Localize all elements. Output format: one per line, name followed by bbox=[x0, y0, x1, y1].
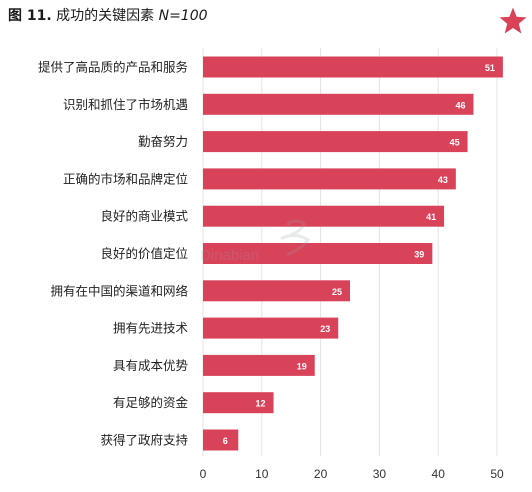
category-label: 正确的市场和品牌定位 bbox=[63, 171, 188, 186]
title-text: 成功的关键因素 bbox=[56, 8, 155, 24]
x-tick-label: 0 bbox=[200, 467, 207, 481]
bar-value-label: 46 bbox=[455, 100, 465, 110]
bar-value-label: 39 bbox=[414, 250, 424, 260]
category-label: 良好的商业模式 bbox=[100, 209, 188, 224]
category-label: 获得了政府支持 bbox=[100, 433, 188, 448]
pink-star-icon bbox=[499, 7, 527, 34]
bar-value-label: 25 bbox=[332, 287, 342, 297]
category-label: 有足够的资金 bbox=[113, 395, 189, 410]
category-label: 拥有先进技术 bbox=[113, 321, 189, 336]
category-label: 勤奋努力 bbox=[138, 134, 188, 149]
x-tick-label: 50 bbox=[490, 467, 504, 481]
watermark-text: Dinabian bbox=[200, 247, 259, 264]
x-axis-ticks: 0 10 20 30 40 50 bbox=[200, 467, 504, 481]
category-label: 识别和抓住了市场机遇 bbox=[63, 97, 188, 112]
bar-value-label: 6 bbox=[223, 436, 228, 446]
bar-value-label: 19 bbox=[297, 361, 307, 371]
bar bbox=[203, 429, 239, 451]
x-tick-label: 10 bbox=[255, 467, 269, 481]
x-tick-label: 40 bbox=[432, 467, 446, 481]
bar-value-label: 41 bbox=[426, 212, 436, 222]
x-tick-label: 20 bbox=[314, 467, 328, 481]
watermark-logo: Dinabian bbox=[200, 219, 311, 264]
bar-value-label: 45 bbox=[450, 138, 460, 148]
bar bbox=[203, 205, 445, 227]
bars: 51 46 45 43 41 39 25 23 19 12 6 bbox=[203, 56, 503, 451]
bar-value-label: 12 bbox=[256, 399, 266, 409]
bar bbox=[203, 354, 315, 376]
bar bbox=[203, 168, 456, 190]
category-label: 提供了高品质的产品和服务 bbox=[38, 60, 188, 75]
sample-size-label: N=100 bbox=[158, 8, 208, 24]
figure-label: 图 11. bbox=[8, 8, 52, 24]
bar-value-label: 23 bbox=[320, 324, 330, 334]
category-label: 具有成本优势 bbox=[113, 358, 189, 373]
bar bbox=[203, 131, 468, 153]
chart-title: 图 11. 成功的关键因素 N=100 bbox=[8, 6, 208, 26]
category-label: 拥有在中国的渠道和网络 bbox=[50, 283, 188, 298]
bar-value-label: 43 bbox=[438, 175, 448, 185]
bar-value-label: 51 bbox=[485, 63, 495, 73]
bar bbox=[203, 243, 433, 264]
category-labels: 提供了高品质的产品和服务识别和抓住了市场机遇勤奋努力正确的市场和品牌定位良好的商… bbox=[38, 60, 189, 448]
bar bbox=[203, 56, 503, 78]
bar bbox=[203, 392, 274, 414]
x-tick-label: 30 bbox=[373, 467, 387, 481]
bar bbox=[203, 317, 339, 339]
bar bbox=[203, 280, 350, 302]
category-label: 良好的价值定位 bbox=[100, 246, 188, 261]
bar bbox=[203, 93, 474, 115]
